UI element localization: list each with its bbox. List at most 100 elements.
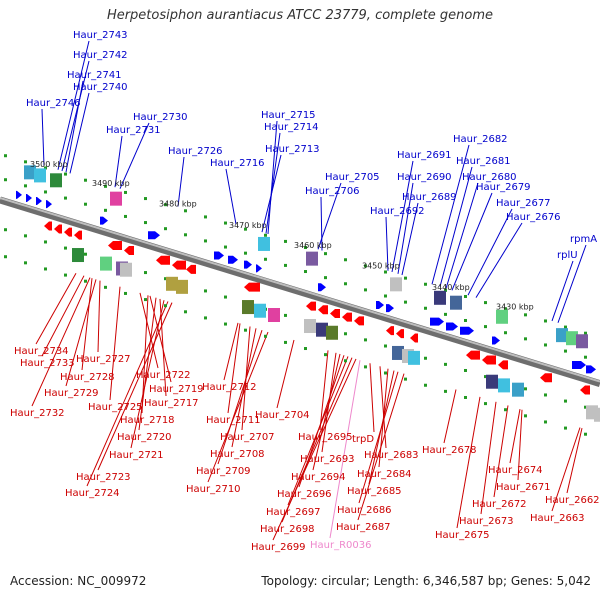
ring-dot — [544, 420, 547, 424]
forward-label-leader — [445, 182, 479, 289]
ring-dot — [64, 246, 67, 250]
ring-dot — [404, 377, 407, 381]
forward-gene-label: Haur_2690 — [397, 172, 452, 183]
ring-dot — [464, 294, 467, 298]
ring-dot — [104, 184, 107, 188]
ring-dot — [144, 197, 147, 201]
feature-box — [120, 262, 132, 277]
reverse-gene-label: Haur_2662 — [545, 495, 600, 506]
ring-dot — [544, 343, 547, 347]
reverse-label-leader — [223, 322, 239, 381]
ring-dot — [24, 261, 27, 265]
ring-dot — [4, 154, 7, 158]
feature-box — [304, 319, 316, 334]
reverse-gene-label: Haur_2722 — [136, 370, 191, 381]
ring-dot — [244, 227, 247, 231]
reverse-label-leader — [97, 302, 173, 471]
reverse-gene-label: Haur_2663 — [530, 513, 585, 524]
reverse-label-leader — [517, 409, 523, 481]
ring-dot — [584, 331, 587, 335]
forward-gene-label: Haur_2726 — [168, 146, 223, 157]
ring-dot — [44, 240, 47, 244]
forward-label-leader — [114, 135, 123, 188]
reverse-gene-label: Haur_2672 — [472, 499, 527, 510]
ring-dot — [464, 368, 467, 372]
ring-dot — [64, 172, 67, 176]
forward-gene-arrow — [228, 255, 238, 264]
reverse-gene-label: Haur_2710 — [186, 484, 241, 495]
ring-dot — [24, 234, 27, 238]
feature-box — [268, 308, 280, 323]
scale-tick-label: 3440 kbp — [432, 283, 470, 292]
reverse-label-leader — [443, 389, 457, 444]
ring-dot — [304, 347, 307, 351]
reverse-gene-label: Haur_2721 — [109, 450, 164, 461]
forward-label-leader — [557, 244, 587, 323]
ring-dot — [584, 405, 587, 409]
feature-box — [408, 350, 420, 365]
ring-dot — [524, 337, 527, 341]
reverse-gene-label: Haur_2709 — [196, 466, 251, 477]
forward-gene-label: Haur_2714 — [264, 122, 319, 133]
ring-dot — [424, 356, 427, 360]
reverse-label-leader — [272, 358, 357, 541]
forward-gene-arrow — [46, 200, 52, 209]
ring-dot — [124, 190, 127, 194]
forward-label-leader — [177, 156, 185, 207]
forward-gene-arrow — [446, 322, 458, 331]
ring-dot — [44, 166, 47, 170]
reverse-gene-label: Haur_2683 — [364, 450, 419, 461]
reverse-gene-arrow — [44, 221, 52, 231]
ring-dot — [524, 313, 527, 317]
ring-dot — [524, 387, 527, 391]
feature-box — [496, 309, 508, 324]
ring-dot — [24, 184, 27, 188]
forward-gene-arrow — [16, 190, 22, 199]
feature-box — [434, 290, 446, 305]
rna-gene-label: Haur_R0036 — [310, 540, 372, 551]
reverse-gene-label: Haur_2697 — [266, 507, 321, 518]
forward-gene-arrow — [430, 317, 444, 326]
ring-dot — [364, 264, 367, 268]
forward-label-leader — [61, 60, 90, 172]
forward-label-leader — [41, 108, 45, 166]
forward-gene-label: Haur_2731 — [106, 125, 161, 136]
reverse-gene-arrow — [482, 355, 496, 365]
ring-dot — [564, 426, 567, 430]
reverse-label-leader — [81, 278, 93, 371]
ring-dot — [344, 359, 347, 363]
ring-dot — [364, 365, 367, 369]
reverse-gene-arrow — [186, 264, 196, 274]
reverse-gene-label: Haur_2671 — [496, 482, 551, 493]
rna-label-leader — [329, 360, 361, 539]
forward-gene-label: Haur_2691 — [397, 150, 452, 161]
reverse-gene-label: Haur_2708 — [210, 449, 265, 460]
ring-dot — [84, 202, 87, 206]
reverse-label-leader — [566, 427, 583, 494]
reverse-gene-arrow — [498, 360, 508, 370]
ring-dot — [144, 221, 147, 225]
genome-info-label: Topology: circular; Length: 6,346,587 bp… — [261, 574, 591, 588]
ring-dot — [564, 325, 567, 329]
scale-tick-label: 3430 kbp — [496, 303, 534, 312]
reverse-label-leader — [379, 366, 387, 449]
feature-box — [566, 331, 578, 346]
forward-label-leader — [65, 80, 84, 173]
ring-dot — [224, 295, 227, 299]
ring-dot — [4, 255, 7, 259]
reverse-gene-label: Haur_2719 — [149, 384, 204, 395]
ring-dot — [404, 276, 407, 280]
forward-label-leader — [225, 168, 237, 225]
genome-map: 3500 kbp 3490 kbp 3480 kbp 3470 kbp 3460 kbp… — [0, 30, 600, 553]
forward-gene-arrow — [386, 304, 394, 313]
reverse-label-leader — [551, 427, 581, 512]
ring-dot — [244, 328, 247, 332]
feature-box — [72, 248, 84, 263]
feature-box — [254, 303, 266, 318]
forward-gene-arrow — [492, 336, 500, 345]
ring-dot — [224, 245, 227, 249]
forward-gene-arrow — [256, 264, 262, 273]
ring-dot — [324, 276, 327, 280]
ring-dot — [284, 313, 287, 317]
reverse-gene-label: Haur_2712 — [202, 382, 257, 393]
